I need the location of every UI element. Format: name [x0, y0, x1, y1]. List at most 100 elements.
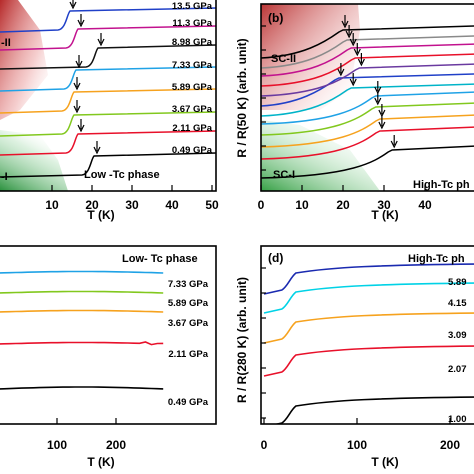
- x-tick-label-b-0: 0: [258, 198, 265, 212]
- series-line-d-0: [273, 396, 474, 424]
- series-label-a-2: 3.67 GPa: [172, 104, 213, 115]
- panel-d: 1.00 2.07 3.09 4.15 5.89 0 100 200 (d) High-Tc…: [235, 245, 474, 452]
- tc-arrow-a-5: [97, 33, 105, 47]
- series-line-a-0: [0, 152, 216, 178]
- series-line-d-3: [263, 282, 474, 314]
- series-line-d-1: [263, 345, 474, 377]
- x-tick-label-c-1: 200: [106, 438, 126, 452]
- x-tick-label-a-0: 10: [45, 198, 59, 212]
- tc-arrow-a-6: [77, 14, 85, 28]
- title-b: High-Tc ph: [413, 179, 470, 191]
- series-label-d-1: 2.07: [448, 364, 467, 375]
- series-label-a-6: 11.3 GPa: [172, 18, 212, 29]
- x-tick-label-b-4: 40: [418, 198, 432, 212]
- series-line-b-10: [261, 35, 474, 69]
- series-line-a-3: [0, 88, 216, 114]
- series-label-a-1: 2.11 GPa: [172, 123, 212, 134]
- x-tick-label-b-2: 20: [336, 198, 350, 212]
- panel-b: 0 10 20 30 40 (b) SC-II SC-I High-Tc ph R / …: [235, 3, 474, 212]
- series-label-d-4: 5.89: [448, 277, 467, 288]
- series-label-a-0: 0.49 GPa: [172, 145, 213, 156]
- sc2-region-a: [0, 0, 48, 120]
- tc-arrow-a-2: [73, 100, 81, 114]
- tc-arrow-b-2: [378, 104, 386, 118]
- series-line-b-3: [261, 102, 474, 136]
- region-label-sc1-a: -I: [1, 171, 8, 183]
- series-line-b-0: [261, 145, 474, 179]
- tc-arrow-b-5: [349, 73, 357, 87]
- x-tick-label-c-0: 100: [47, 438, 67, 452]
- tc-arrow-a-1: [77, 119, 85, 133]
- plot-frame-c: [0, 245, 217, 425]
- series-line-a-7: [0, 7, 216, 33]
- tc-arrow-b-8: [353, 43, 361, 57]
- series-line-a-1: [0, 130, 216, 156]
- title-a: Low -Tc phase: [84, 169, 160, 181]
- panel-letter-d: (d): [268, 251, 283, 265]
- series-line-d-4: [263, 263, 474, 295]
- plot-frame-a: [0, 0, 217, 192]
- ylabel-d: R / R(280 K) (arb. unit): [235, 277, 249, 403]
- series-line-a-6: [0, 25, 216, 51]
- series-line-c-1: [0, 341, 164, 346]
- region-label-sc2-a: -II: [1, 37, 11, 49]
- series-line-b-7: [261, 63, 474, 97]
- x-tick-label-d-0: 0: [261, 438, 268, 452]
- series-label-c-1: 2.11 GPa: [168, 349, 208, 360]
- x-tick-label-a-3: 40: [165, 198, 179, 212]
- panel-letter-b: (b): [268, 11, 283, 25]
- series-line-b-1: [261, 126, 474, 160]
- series-line-c-2: [0, 309, 164, 313]
- tc-arrow-b-6: [337, 63, 345, 77]
- tc-arrow-a-7: [69, 0, 77, 10]
- x-tick-label-b-3: 30: [377, 198, 391, 212]
- tc-arrow-b-0: [390, 135, 398, 149]
- series-line-a-2: [0, 111, 216, 137]
- series-line-c-3: [0, 290, 164, 294]
- series-line-b-2: [261, 114, 474, 148]
- series-line-c-0: [0, 386, 164, 390]
- series-label-c-4: 7.33 GPa: [168, 279, 209, 290]
- series-label-d-0: 1.00: [448, 414, 467, 425]
- x-tick-label-a-1: 20: [85, 198, 99, 212]
- tc-arrow-b-4: [374, 81, 382, 95]
- tc-arrow-b-1: [378, 116, 386, 130]
- x-tick-label-d-1: 100: [347, 438, 367, 452]
- series-label-a-3: 5.89 GPa: [172, 82, 213, 93]
- series-label-d-2: 3.09: [448, 330, 467, 341]
- series-line-d-2: [263, 312, 474, 344]
- title-c: Low- Tc phase: [122, 253, 198, 265]
- series-line-b-5: [261, 83, 474, 117]
- tc-arrow-b-10: [345, 25, 353, 39]
- x-tick-label-d-2: 200: [440, 438, 460, 452]
- series-line-b-8: [261, 53, 474, 87]
- region-label-sc2-b: SC-II: [271, 53, 296, 65]
- xlabel-a: T (K): [87, 208, 114, 222]
- ylabel-b: R / R(50 K) (arb. unit): [235, 38, 249, 157]
- panel-c: 0.49 GPa 2.11 GPa 3.67 GPa 5.89 GPa 7.33 GPa…: [0, 245, 217, 452]
- region-label-sc1-b: SC-I: [273, 169, 295, 181]
- tc-arrow-b-7: [357, 53, 365, 67]
- series-line-b-9: [261, 43, 474, 77]
- x-tick-label-a-2: 30: [125, 198, 139, 212]
- series-label-c-2: 3.67 GPa: [168, 318, 209, 329]
- series-line-a-5: [0, 44, 216, 70]
- series-line-c-4: [0, 270, 164, 274]
- series-label-a-5: 8.98 GPa: [172, 37, 213, 48]
- sc1-region-a: [0, 130, 68, 191]
- tc-arrow-b-9: [349, 33, 357, 47]
- tc-arrow-a-4: [75, 55, 83, 69]
- series-label-c-3: 5.89 GPa: [168, 298, 209, 309]
- x-tick-label-a-4: 50: [205, 198, 219, 212]
- plot-frame-d: [260, 245, 474, 425]
- series-line-b-4: [261, 91, 474, 125]
- panel-a: 0.49 GPa 2.11 GPa 3.67 GPa 5.89 GPa 7.33 GPa…: [0, 0, 219, 212]
- series-label-a-7: 13.5 GPa: [172, 1, 213, 12]
- xlabel-d: T (K): [371, 455, 398, 469]
- tc-arrow-a-3: [73, 77, 81, 91]
- tc-arrow-a-0: [93, 141, 101, 155]
- x-tick-label-b-1: 10: [295, 198, 309, 212]
- series-line-b-11: [261, 25, 474, 59]
- series-label-c-0: 0.49 GPa: [168, 397, 209, 408]
- series-label-d-3: 4.15: [448, 298, 467, 309]
